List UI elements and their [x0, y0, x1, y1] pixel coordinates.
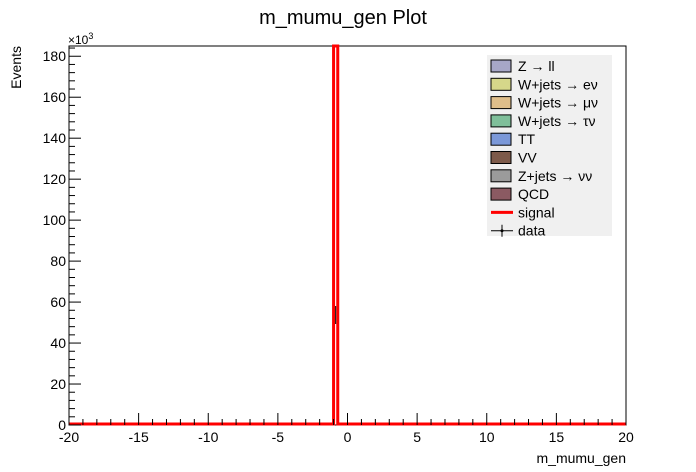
legend-label: W+jets → μν — [518, 95, 598, 111]
legend-swatch — [490, 96, 512, 110]
x-tick-label: 0 — [344, 429, 352, 445]
y-tick-label: 120 — [43, 171, 67, 187]
x-tick-label: 15 — [549, 429, 565, 445]
legend-label: TT — [518, 131, 536, 147]
x-axis-title: m_mumu_gen — [537, 450, 627, 466]
legend-label: signal — [518, 204, 555, 220]
y-tick-label: 180 — [43, 48, 67, 64]
y-axis: 0 20 40 60 80 100 120 140 160 180 — [43, 47, 81, 433]
signal-histogram — [69, 44, 626, 426]
y-multiplier-exponent: 3 — [88, 31, 93, 41]
y-tick-label: 0 — [58, 417, 66, 433]
y-tick-label: 140 — [43, 130, 67, 146]
legend-swatch — [490, 77, 512, 91]
x-tick-label: -5 — [272, 429, 285, 445]
y-multiplier-base: ×10 — [68, 33, 89, 47]
x-tick-label: 10 — [479, 429, 495, 445]
y-tick-label: 80 — [50, 253, 66, 269]
legend-swatch — [490, 114, 512, 128]
x-axis: -20 -15 -10 -5 0 5 10 15 20 — [59, 413, 634, 445]
y-tick-label: 20 — [50, 376, 66, 392]
signal-series — [69, 44, 626, 426]
x-tick-label: 20 — [618, 429, 634, 445]
x-tick-label: -10 — [198, 429, 218, 445]
legend-label: data — [518, 223, 545, 239]
legend-label: Z → ll — [518, 58, 555, 74]
y-axis-title: Events — [8, 46, 24, 89]
legend-label: VV — [518, 150, 537, 166]
legend-marker-dot — [500, 229, 504, 233]
y-tick-label: 60 — [50, 294, 66, 310]
y-tick-label: 40 — [50, 335, 66, 351]
legend: Z → ll W+jets → eν W+jets → μν W+jets → τν T… — [487, 55, 612, 239]
chart-title: m_mumu_gen Plot — [259, 7, 427, 29]
x-tick-label: -20 — [59, 429, 79, 445]
legend-swatch — [490, 169, 512, 183]
legend-label: W+jets → τν — [518, 113, 596, 129]
legend-label: Z+jets → νν — [518, 168, 592, 184]
legend-label: QCD — [518, 186, 549, 202]
legend-swatch — [490, 151, 512, 164]
y-tick-label: 160 — [43, 89, 67, 105]
legend-swatch — [490, 59, 512, 73]
y-multiplier-label: ×103 — [68, 31, 93, 47]
legend-swatch — [490, 132, 512, 146]
legend-label: W+jets → eν — [518, 76, 598, 92]
y-tick-label: 100 — [43, 212, 67, 228]
x-tick-label: -15 — [129, 429, 149, 445]
legend-swatch — [490, 187, 512, 201]
x-tick-label: 5 — [413, 429, 421, 445]
